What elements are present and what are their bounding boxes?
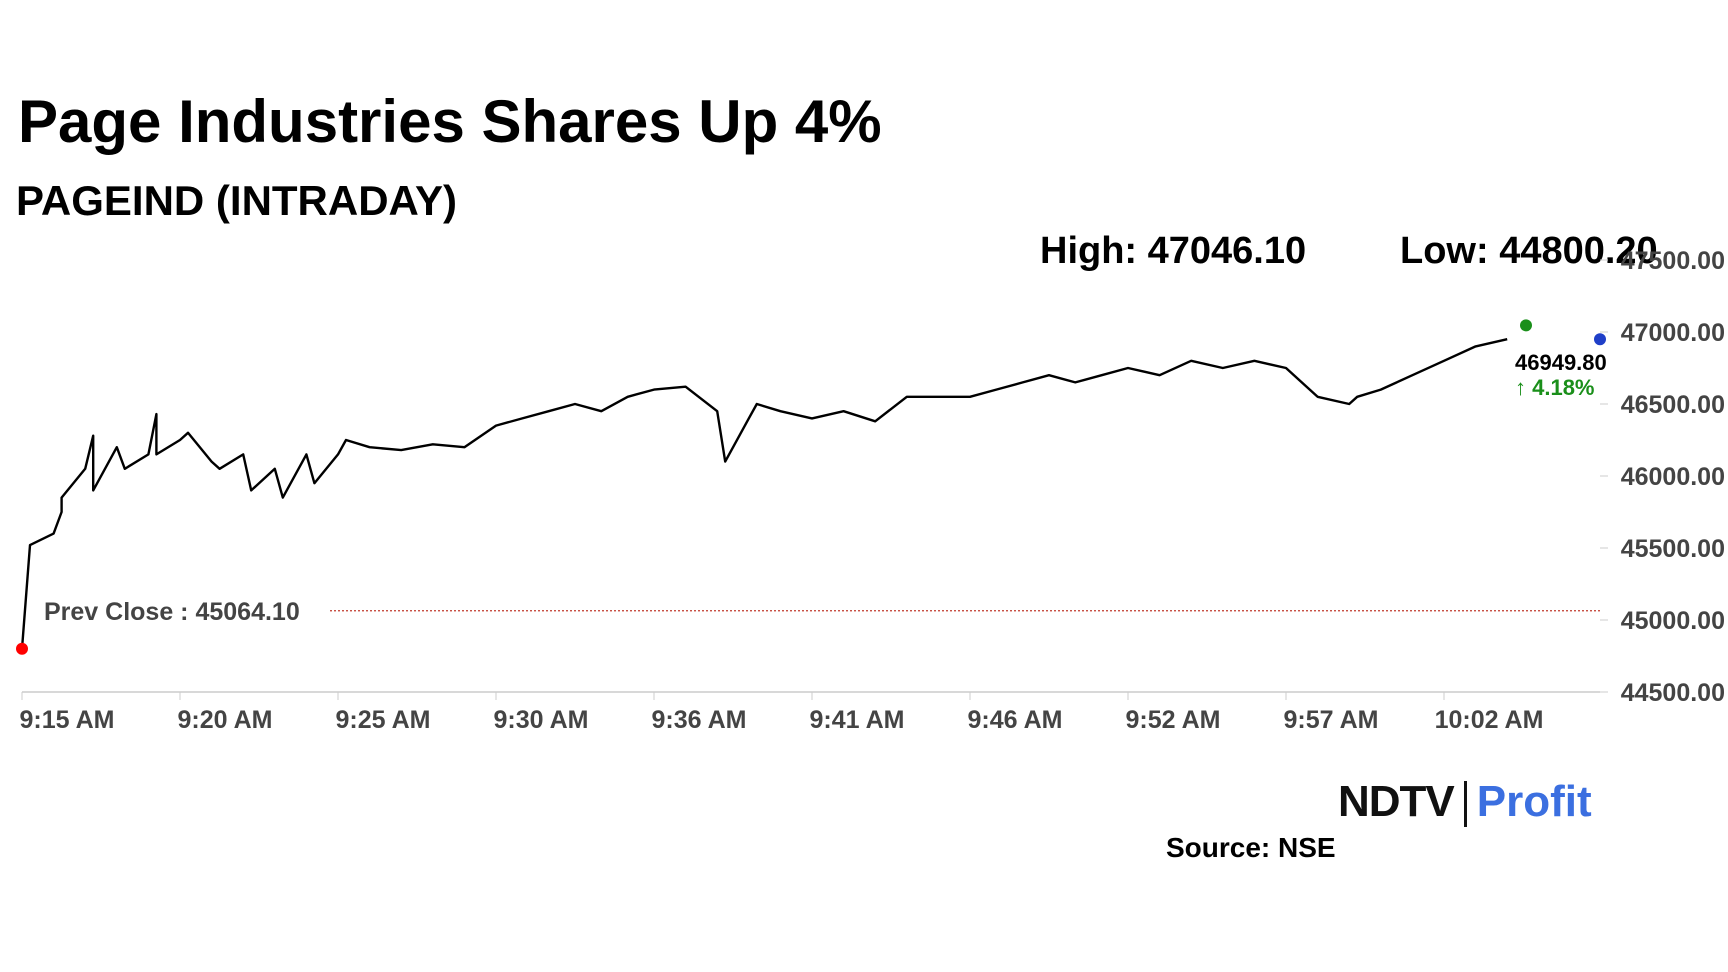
brand-profit: Profit (1476, 777, 1592, 826)
chart-marks: Prev Close : 45064.10 46949.80↑ 4.18% (16, 319, 1607, 655)
chart-axes: 44500.00 45000.00 45500.00 46000.00 46500.00… (20, 247, 1725, 734)
y-tick-label: 45000.00 (1621, 607, 1725, 635)
last-point (1594, 333, 1606, 346)
brand-separator (1463, 781, 1467, 828)
source-label: Source: NSE (1166, 832, 1336, 863)
y-tick-label: 47500.00 (1621, 247, 1725, 275)
chart-subtitle: PAGEIND (INTRADAY) (16, 177, 458, 224)
x-tick-label: 9:25 AM (336, 706, 431, 734)
x-tick-label: 9:36 AM (652, 706, 747, 734)
prev-close-label: Prev Close : 45064.10 (44, 598, 300, 626)
last-price-label: 46949.80 (1515, 350, 1607, 375)
start-point (16, 642, 28, 655)
change-percent-label: ↑ 4.18% (1515, 375, 1595, 400)
ndtv-profit-logo: NDTV Profit (1338, 777, 1592, 828)
x-tick-label: 9:41 AM (810, 706, 905, 734)
y-tick-label: 44500.00 (1621, 679, 1725, 707)
x-tick-label: 9:52 AM (1126, 706, 1221, 734)
y-tick-label: 46500.00 (1621, 391, 1725, 419)
x-tick-label: 9:15 AM (20, 706, 115, 734)
y-tick-label: 45500.00 (1621, 535, 1725, 563)
x-tick-label: 10:02 AM (1435, 706, 1544, 734)
y-tick-label: 46000.00 (1621, 463, 1725, 491)
x-tick-label: 9:57 AM (1284, 706, 1379, 734)
price-line (20, 338, 1508, 649)
chart-title: Page Industries Shares Up 4% (18, 88, 882, 155)
brand-ndtv: NDTV (1338, 777, 1455, 826)
high-label: High: 47046.10 (1040, 230, 1307, 272)
low-label: Low: 44800.20 (1400, 230, 1658, 272)
high-point (1520, 319, 1532, 332)
y-tick-label: 47000.00 (1621, 319, 1725, 347)
x-tick-label: 9:30 AM (494, 706, 589, 734)
x-tick-label: 9:20 AM (178, 706, 273, 734)
x-tick-label: 9:46 AM (968, 706, 1063, 734)
